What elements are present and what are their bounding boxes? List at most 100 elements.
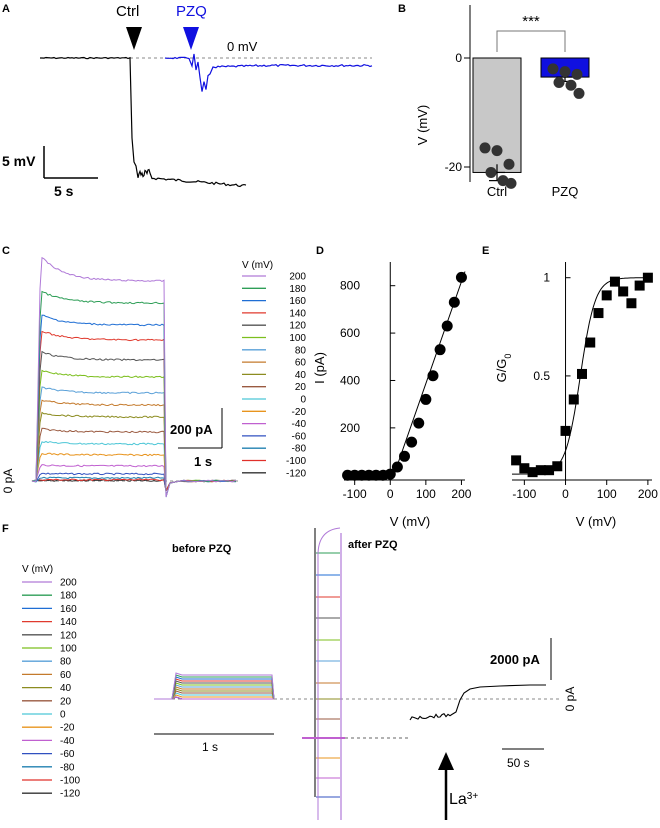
c-legend-label: 40 xyxy=(295,370,307,381)
scalebar-f-y-label: 2000 pA xyxy=(490,652,540,667)
c-legend-label: -80 xyxy=(292,444,307,455)
e-ylabel-main: G/G xyxy=(494,359,509,383)
x-tick-label: -100 xyxy=(343,487,367,501)
trace-la-block xyxy=(409,684,546,721)
e-ylabel-sub: 0 xyxy=(503,354,513,359)
panel-f: V (mV) 200180160140120100806040200-20-40… xyxy=(22,527,577,820)
la-arrow-head xyxy=(438,752,454,770)
e-point xyxy=(535,465,546,476)
pzq-marker-arrow xyxy=(183,27,199,50)
f-legend-title: V (mV) xyxy=(22,564,53,575)
d-point xyxy=(448,296,460,308)
la-label: La3+ xyxy=(449,791,478,809)
f-legend-label: -20 xyxy=(60,723,75,734)
f-legend-label: 160 xyxy=(60,604,77,615)
c-legend-label: -100 xyxy=(286,456,306,467)
panel-letter-c: C xyxy=(2,245,10,257)
b-point xyxy=(503,158,515,170)
panel-letter-a: A xyxy=(2,3,10,15)
d-point xyxy=(413,417,425,429)
la-label-sup: 3+ xyxy=(467,791,479,802)
f-legend-label: -60 xyxy=(60,749,75,760)
e-ylabel: G/G0 xyxy=(494,354,513,383)
c-legend-label: 160 xyxy=(289,296,306,307)
d-point xyxy=(434,344,446,356)
c-trace xyxy=(31,386,237,492)
f-before-trace xyxy=(154,676,275,700)
e-point xyxy=(511,455,522,466)
e-point xyxy=(519,463,530,474)
b-ytick-label-20: -20 xyxy=(445,160,463,174)
f-legend-label: -120 xyxy=(60,789,80,800)
e-point xyxy=(544,465,555,476)
e-point xyxy=(593,308,604,319)
f-legend-label: 200 xyxy=(60,578,77,589)
b-point xyxy=(547,63,559,75)
scalebar-a-x-label: 5 s xyxy=(54,183,74,199)
d-ylabel: I (pA) xyxy=(312,352,327,384)
e-point xyxy=(626,298,637,309)
f-legend-label: 120 xyxy=(60,630,77,641)
f-zero-label: 0 pA xyxy=(563,687,577,712)
significance-bracket xyxy=(496,30,566,52)
panel-letter-b: B xyxy=(398,3,406,15)
ctrl-label: Ctrl xyxy=(116,3,139,20)
c-legend-label: 120 xyxy=(289,321,306,332)
b-point xyxy=(485,166,497,178)
x-tick-label: 200 xyxy=(451,487,471,501)
c-legend-label: 200 xyxy=(289,272,306,283)
pzq-label: PZQ xyxy=(176,3,207,20)
f-legend-label: 40 xyxy=(60,683,72,694)
c-legend-label: 180 xyxy=(289,284,306,295)
e-point xyxy=(618,286,629,297)
y-tick-label: 600 xyxy=(340,326,360,340)
f-legend-label: -100 xyxy=(60,776,80,787)
b-point xyxy=(479,142,491,154)
panel-b: 0 -20 V (mV) *** Ctrl PZQ xyxy=(415,5,590,199)
f-after-trace xyxy=(317,527,341,820)
x-tick-label: 100 xyxy=(416,487,436,501)
e-point xyxy=(527,467,538,478)
c-legend-label: 0 xyxy=(300,395,306,406)
x-tick-label: 0 xyxy=(562,487,569,501)
e-xlabel: V (mV) xyxy=(576,514,616,529)
c-legend-title: V (mV) xyxy=(242,260,273,271)
scalebar-a-y-label: 5 mV xyxy=(2,153,36,169)
e-point xyxy=(634,280,645,291)
e-point xyxy=(642,272,653,283)
panel-letter-e: E xyxy=(482,245,489,257)
panel-d: I (pA) V (mV) -10001002000200400600800 xyxy=(312,262,472,529)
f-legend-label: 100 xyxy=(60,644,77,655)
panel-e: G/G0 V (mV) -100 0 100 2000.51 xyxy=(494,262,658,529)
f-after-label: after PZQ xyxy=(348,539,398,551)
x-tick-label: -100 xyxy=(512,487,536,501)
e-point xyxy=(560,425,571,436)
c-trace xyxy=(32,314,237,498)
e-point xyxy=(577,368,587,379)
d-xlabel: V (mV) xyxy=(390,514,430,529)
b-point xyxy=(559,66,571,78)
b-ylabel: V (mV) xyxy=(415,105,430,145)
ctrl-marker-arrow xyxy=(126,27,142,50)
trace-pzq xyxy=(164,53,373,92)
c-legend-label: -60 xyxy=(292,431,307,442)
d-point xyxy=(427,370,439,382)
f-legend-label: 0 xyxy=(60,710,66,721)
f-legend-label: 180 xyxy=(60,591,77,602)
b-point xyxy=(505,177,517,189)
d-point xyxy=(441,320,453,332)
d-point xyxy=(406,436,418,448)
e-point xyxy=(568,394,579,405)
b-point xyxy=(571,68,583,80)
x-tick-label: 200 xyxy=(638,487,658,501)
d-point xyxy=(420,393,432,405)
x-tick-label: 100 xyxy=(597,487,617,501)
c-trace xyxy=(31,472,237,493)
d-point xyxy=(391,461,403,473)
e-point xyxy=(609,276,620,287)
y-tick-label: 200 xyxy=(340,421,360,435)
c-legend-label: 80 xyxy=(295,345,307,356)
f-legend-label: 60 xyxy=(60,670,72,681)
panel-a: 0 mV Ctrl PZQ 5 mV 5 s xyxy=(2,3,373,199)
